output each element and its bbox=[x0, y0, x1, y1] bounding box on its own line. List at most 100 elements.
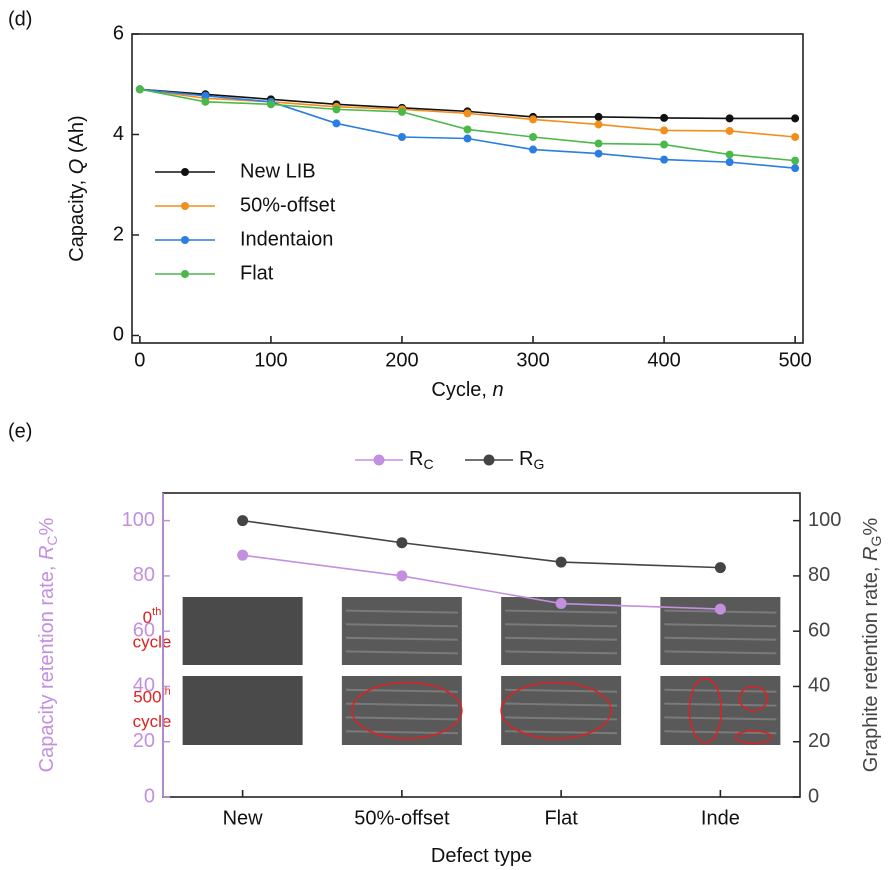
photo bbox=[182, 597, 303, 665]
data-point bbox=[529, 115, 538, 124]
data-point bbox=[332, 105, 341, 114]
data-point bbox=[555, 556, 567, 568]
data-point bbox=[397, 133, 406, 141]
photo-streak bbox=[505, 623, 618, 628]
legend-label: RG bbox=[519, 448, 544, 471]
photo-streak bbox=[664, 623, 777, 628]
x-axis-label-part: Cycle, bbox=[431, 379, 492, 401]
data-point bbox=[237, 549, 249, 561]
x-tick-label: 400 bbox=[647, 349, 680, 371]
photo bbox=[341, 597, 462, 665]
data-point bbox=[529, 133, 538, 141]
axis-label-part: (Ah) bbox=[66, 115, 88, 158]
photo-streak bbox=[505, 730, 618, 735]
axis-label-part: Graphite retention rate, bbox=[860, 561, 882, 772]
photo-streak bbox=[664, 636, 777, 641]
panel-label: (e) bbox=[8, 420, 32, 442]
row-label-line2: cycle bbox=[133, 632, 172, 651]
x-axis-label-part: Defect type bbox=[431, 845, 532, 867]
photo-streak bbox=[505, 636, 618, 641]
x-tick-label: 300 bbox=[516, 349, 549, 371]
row-label-sup: th bbox=[152, 606, 161, 618]
photo-streak bbox=[505, 702, 618, 707]
photo-streak bbox=[345, 636, 458, 641]
photo-streak bbox=[664, 650, 777, 655]
y-tick-label: 20 bbox=[133, 730, 155, 752]
data-point bbox=[529, 145, 538, 154]
photo-streak bbox=[345, 650, 458, 655]
photo-streak bbox=[505, 650, 618, 655]
data-point bbox=[135, 85, 144, 94]
data-point bbox=[396, 570, 408, 582]
y2-tick-label: 60 bbox=[808, 619, 830, 641]
data-point bbox=[660, 140, 669, 149]
y2-axis-label: Graphite retention rate, RG% bbox=[860, 518, 883, 773]
highlight bbox=[734, 730, 773, 744]
data-point bbox=[725, 150, 734, 159]
data-point bbox=[266, 100, 275, 109]
legend-sub: C bbox=[423, 456, 433, 472]
photo bbox=[501, 676, 622, 745]
panel-label: (d) bbox=[8, 8, 32, 30]
plot-frame bbox=[131, 33, 804, 344]
data-point bbox=[725, 114, 734, 123]
data-point bbox=[791, 164, 800, 173]
legend-label: 50%-offset bbox=[240, 194, 336, 216]
photo-streak bbox=[505, 609, 618, 614]
data-point bbox=[332, 119, 341, 128]
axis-label-part: C bbox=[44, 535, 60, 545]
legend-label: Indentaion bbox=[240, 228, 333, 250]
photo-streak bbox=[505, 688, 618, 693]
legend-marker bbox=[483, 454, 495, 466]
x-tick-label: 200 bbox=[385, 349, 418, 371]
data-point bbox=[463, 109, 472, 118]
legend-marker bbox=[181, 236, 189, 244]
y2-tick-label: 80 bbox=[808, 564, 830, 586]
y2-tick-label: 0 bbox=[808, 785, 819, 807]
x-tick-label: New bbox=[223, 807, 264, 829]
data-point bbox=[594, 120, 603, 129]
axis-label-part: G bbox=[868, 536, 884, 547]
data-point bbox=[463, 125, 472, 134]
photo-streak bbox=[345, 702, 458, 707]
axis-label-part: R bbox=[860, 547, 882, 561]
row-label-number: 0 bbox=[143, 608, 152, 627]
data-point bbox=[396, 537, 408, 549]
row-label-number: 500 bbox=[133, 688, 161, 707]
y-tick-label: 80 bbox=[133, 564, 155, 586]
photo-streak bbox=[664, 688, 777, 693]
axis-label-part: % bbox=[36, 517, 58, 535]
axis-label-part: Capacity, bbox=[66, 174, 88, 261]
data-point bbox=[594, 149, 603, 158]
legend-label: New LIB bbox=[240, 160, 316, 182]
axis-label-part: % bbox=[860, 518, 882, 536]
data-point bbox=[714, 562, 726, 574]
legend-name: R bbox=[409, 448, 423, 470]
data-point bbox=[555, 598, 567, 610]
legend-label: Flat bbox=[240, 262, 274, 284]
data-point bbox=[791, 156, 800, 165]
highlight bbox=[351, 681, 463, 740]
y2-tick-label: 40 bbox=[808, 675, 830, 697]
x-tick-label: 500 bbox=[778, 349, 811, 371]
y-tick-label: 40 bbox=[133, 675, 155, 697]
data-point bbox=[660, 126, 669, 135]
legend-marker bbox=[181, 168, 189, 176]
legend-marker bbox=[181, 270, 189, 278]
photo bbox=[182, 676, 303, 745]
data-point bbox=[201, 97, 210, 106]
series-line bbox=[242, 519, 721, 569]
x-axis-label: Defect type bbox=[431, 845, 532, 867]
y-tick-label: 4 bbox=[113, 123, 124, 145]
photo-streak bbox=[345, 688, 458, 693]
x-tick-label: 100 bbox=[254, 349, 287, 371]
photo bbox=[660, 676, 781, 745]
y-axis-label: Capacity retention rate, RC% bbox=[36, 517, 59, 772]
y-tick-label: 0 bbox=[144, 785, 155, 807]
photo-streak bbox=[345, 609, 458, 614]
x-tick-label: 50%-offset bbox=[354, 807, 450, 829]
series-line bbox=[242, 554, 721, 610]
data-point bbox=[594, 139, 603, 148]
row-label-line2: cycle bbox=[133, 712, 172, 731]
data-point bbox=[237, 515, 249, 527]
